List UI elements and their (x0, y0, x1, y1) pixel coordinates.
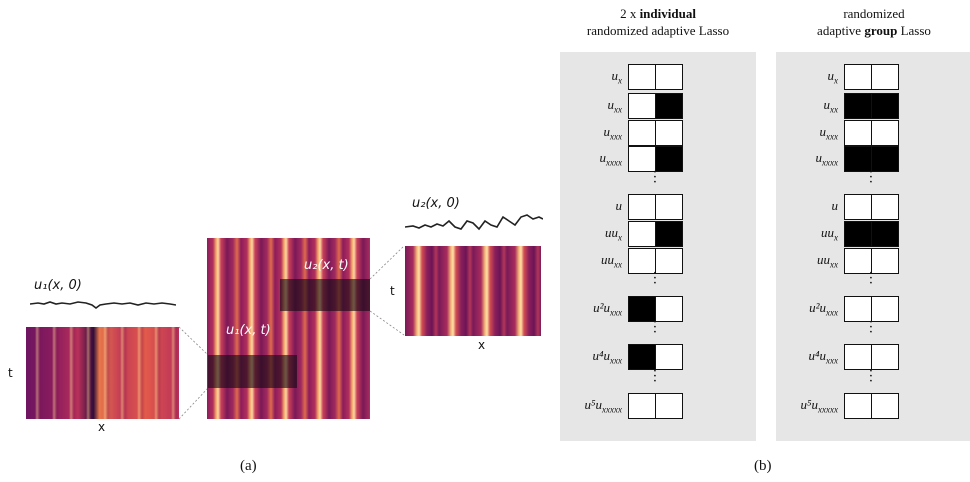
left-cell-1-0 (628, 93, 656, 119)
right-cell-2-0 (844, 120, 872, 146)
u2-axis-x: x (478, 338, 486, 352)
left-row-label: ux (611, 68, 623, 86)
right-panel-title: randomized adaptive group Lasso (817, 6, 931, 38)
left-cell-7-1 (655, 296, 683, 322)
left-cell-3-0 (628, 146, 656, 172)
right-cell-3-0 (844, 146, 872, 172)
u2-heatmap (405, 246, 541, 336)
right-cell-7-1 (871, 296, 899, 322)
right-row-label: u⁴uxxx (808, 348, 838, 366)
right-cell-4-1 (871, 194, 899, 220)
left-row-label: uux (605, 225, 622, 243)
u2-region-label: u₂(x, t) (304, 258, 349, 273)
right-cell-1-0 (844, 93, 872, 119)
right-row-label: uxxx (819, 124, 838, 142)
right-ellipsis-dots: · · · (868, 266, 874, 291)
right-row-label: uxxxx (815, 150, 838, 168)
left-cell-0-1 (655, 64, 683, 90)
u1-heatmap (26, 327, 179, 419)
u2-region-box (280, 279, 370, 311)
right-cell-8-0 (844, 344, 872, 370)
caption-a: (a) (240, 458, 257, 474)
full-heatmap (207, 238, 370, 419)
right-cell-7-0 (844, 296, 872, 322)
right-ellipsis-dots: · · · (868, 165, 874, 190)
u1-axis-t: t (8, 366, 13, 380)
right-row-label: uxx (823, 97, 839, 115)
right-cell-6-1 (871, 248, 899, 274)
left-cell-5-0 (628, 221, 656, 247)
left-ellipsis-dots: · · · (652, 315, 658, 340)
right-row-label: uux (821, 225, 838, 243)
left-cell-2-0 (628, 120, 656, 146)
left-row-label: uuxx (601, 252, 622, 270)
left-row-label: u²uxxx (593, 300, 622, 318)
u1-initial-curve (30, 301, 176, 309)
u2-axis-t: t (390, 284, 395, 298)
right-cell-0-0 (844, 64, 872, 90)
right-row-label: u (831, 198, 839, 213)
left-cell-5-1 (655, 221, 683, 247)
left-row-label: uxxx (603, 124, 622, 142)
left-cell-4-1 (655, 194, 683, 220)
left-cell-3-1 (655, 146, 683, 172)
left-cell-1-1 (655, 93, 683, 119)
right-cell-8-1 (871, 344, 899, 370)
left-ellipsis-dots: · · · (652, 266, 658, 291)
caption-b: (b) (754, 458, 772, 474)
left-cell-4-0 (628, 194, 656, 220)
right-row-label: uuxx (817, 252, 838, 270)
right-cell-2-1 (871, 120, 899, 146)
left-panel-title: 2 x individual randomized adaptive Lasso (586, 6, 730, 38)
left-row-label: uxxxx (599, 150, 622, 168)
u2-curve-label: u₂(x, 0) (412, 196, 460, 211)
left-cell-9-1 (655, 393, 683, 419)
left-row-label: u⁴uxxx (592, 348, 622, 366)
right-cell-6-0 (844, 248, 872, 274)
left-row-label: u⁵uxxxxx (584, 397, 622, 415)
right-cell-0-1 (871, 64, 899, 90)
right-cell-4-0 (844, 194, 872, 220)
u1-region-label: u₁(x, t) (226, 323, 271, 338)
right-ellipsis-dots: · · · (868, 315, 874, 340)
left-row-label: uxx (607, 97, 623, 115)
right-cell-3-1 (871, 146, 899, 172)
u1-region-box (208, 355, 297, 388)
left-cell-9-0 (628, 393, 656, 419)
left-ellipsis-dots: · · · (652, 364, 658, 389)
left-cell-2-1 (655, 120, 683, 146)
left-cell-8-0 (628, 344, 656, 370)
u2-initial-curve (405, 214, 543, 231)
right-row-label: ux (827, 68, 839, 86)
right-row-label: u²uxxx (809, 300, 838, 318)
right-cell-9-1 (871, 393, 899, 419)
right-row-label: u⁵uxxxxx (800, 397, 838, 415)
right-cell-9-0 (844, 393, 872, 419)
u1-curve-label: u₁(x, 0) (34, 278, 82, 293)
u1-axis-x: x (98, 420, 106, 434)
right-cell-5-0 (844, 221, 872, 247)
left-ellipsis-dots: · · · (652, 165, 658, 190)
right-cell-1-1 (871, 93, 899, 119)
left-cell-7-0 (628, 296, 656, 322)
right-ellipsis-dots: · · · (868, 364, 874, 389)
left-cell-6-1 (655, 248, 683, 274)
left-cell-8-1 (655, 344, 683, 370)
left-cell-0-0 (628, 64, 656, 90)
left-row-label: u (615, 198, 623, 213)
right-cell-5-1 (871, 221, 899, 247)
